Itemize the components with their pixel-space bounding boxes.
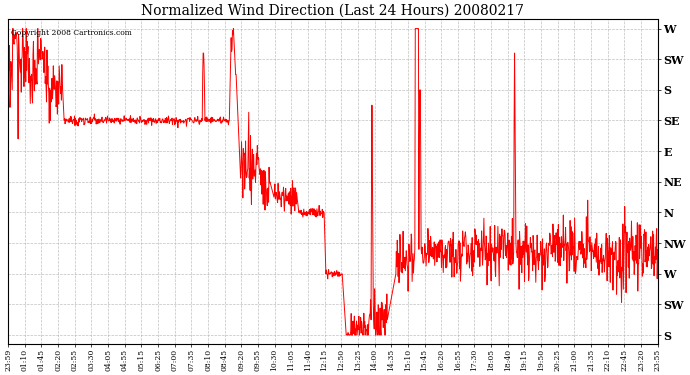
Text: Copyright 2008 Cartronics.com: Copyright 2008 Cartronics.com: [12, 29, 132, 37]
Title: Normalized Wind Direction (Last 24 Hours) 20080217: Normalized Wind Direction (Last 24 Hours…: [141, 4, 524, 18]
